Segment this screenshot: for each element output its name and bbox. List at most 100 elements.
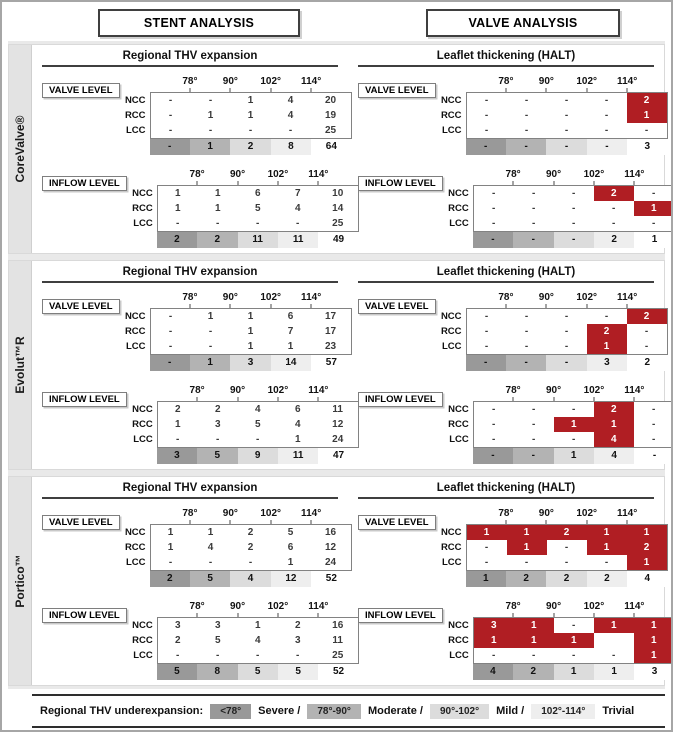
table-cell: 6 <box>294 404 301 415</box>
total-cell: 4 <box>593 448 635 464</box>
total-cell: 3 <box>634 664 671 680</box>
data-grid: -1 1 6 17- -1 7 17- -1 1 23 <box>149 308 352 355</box>
total-cell: 5 <box>277 664 319 680</box>
table-cell: 5 <box>254 419 261 430</box>
axis-tick-mark <box>270 304 272 308</box>
degree-header-row: 78° 90° 102° 114° <box>150 76 352 92</box>
total-cell: 9 <box>237 448 278 464</box>
table-cell: 1 <box>593 417 634 432</box>
degree-column-header: 78° <box>505 601 521 612</box>
total-cell: 2 <box>197 232 238 248</box>
table-cell: - <box>572 650 576 661</box>
legend-text-moderate: Moderate / <box>367 705 423 717</box>
axis-tick-mark <box>626 520 628 524</box>
table-cell: - <box>208 341 213 352</box>
degree-column-header: 114° <box>301 76 322 87</box>
degree-column-header: 90° <box>538 508 554 519</box>
table-title-expansion: Regional THV expansion <box>42 266 338 283</box>
table-cell: - <box>256 218 260 229</box>
table-cell: 5 <box>214 635 221 646</box>
table-cell: - <box>248 125 253 136</box>
table-cell: - <box>216 218 220 229</box>
table-cell: 1 <box>167 527 174 538</box>
legend-text-mild: Mild / <box>496 705 525 717</box>
table-cell: - <box>484 110 489 121</box>
degree-column-header: 114° <box>617 76 638 87</box>
table-cell: 1 <box>626 525 667 540</box>
cusp-row-label: LCC <box>126 125 146 136</box>
inflow-level-group: INFLOW LEVEL 78° 90° 102° 114° NCC RCC LCC 2 2 4… <box>42 385 359 464</box>
degree-header-row: 78° 90° 102° 114° <box>473 385 671 401</box>
degree-header-row: 78° 90° 102° 114° <box>150 292 352 308</box>
cusp-row-label: NCC <box>132 188 153 199</box>
total-cell: 2 <box>505 571 547 587</box>
device-section: Portico™ Regional THV expansion VALVE LE… <box>8 476 671 686</box>
table-cell: 19 <box>324 110 337 121</box>
table-cell: 1 <box>207 527 214 538</box>
total-cell: 11 <box>237 232 278 248</box>
degree-column-header: 90° <box>229 385 246 396</box>
axis-tick-mark <box>633 613 635 617</box>
total-cell: 2 <box>586 571 628 587</box>
valve-analysis-button[interactable]: VALVE ANALYSIS <box>426 9 620 37</box>
table-cell: 2 <box>174 635 181 646</box>
degree-header-row: 78° 90° 102° 114° <box>466 508 668 524</box>
valve-level-group: VALVE LEVEL 78° 90° 102° 114° NCC RCC LCC 1 1 2 5… <box>42 508 352 587</box>
cusp-row-label: NCC <box>124 311 146 322</box>
table-cell: - <box>492 419 496 430</box>
cusp-labels: NCC RCC LCC <box>443 185 473 232</box>
table-cell: - <box>612 218 616 229</box>
table-cell: 1 <box>593 618 634 633</box>
table-cell: 4 <box>287 95 294 106</box>
table-cell: 2 <box>174 404 181 415</box>
axis-tick-mark <box>270 88 272 92</box>
degree-header-row: 78° 90° 102° 114° <box>157 169 359 185</box>
cusp-row-label: RCC <box>132 203 153 214</box>
degree-header-row: 78° 90° 102° 114° <box>150 508 352 524</box>
table-cell: 1 <box>287 557 294 568</box>
cusp-row-label: RCC <box>132 635 153 646</box>
data-grid: 2 2 4 6 11 1 3 5 4 12- - -1 24 <box>156 401 359 448</box>
table-cell: 2 <box>626 93 667 108</box>
table-cell: 23 <box>324 341 337 352</box>
degree-column-header: 114° <box>624 385 645 396</box>
halt-inflow-table: 78° 90° 102° 114° NCC RCC LCC - - -2- - - - -1- - - - - … <box>443 169 671 248</box>
table-cell: 1 <box>633 618 671 633</box>
total-cell: 1 <box>593 664 635 680</box>
table-cell: - <box>524 110 529 121</box>
table-cell: 17 <box>324 311 337 322</box>
table-cell: - <box>564 326 569 337</box>
total-cell: 1 <box>189 355 231 371</box>
cusp-row-label: NCC <box>448 620 469 631</box>
table-cell: - <box>208 326 213 337</box>
underexpansion-legend: Regional THV underexpansion: <78° Severe… <box>32 694 665 728</box>
stent-analysis-button[interactable]: STENT ANALYSIS <box>98 9 300 37</box>
table-cell: 17 <box>324 326 337 337</box>
table-cell: 16 <box>324 527 337 538</box>
degree-column-header: 102° <box>260 292 282 303</box>
table-cell: - <box>652 434 656 445</box>
table-cell: 6 <box>287 311 294 322</box>
total-cell: - <box>546 355 587 371</box>
table-title-halt: Leaflet thickening (HALT) <box>358 266 654 283</box>
total-cell: 2 <box>149 571 190 587</box>
cusp-row-label: RCC <box>124 326 146 337</box>
table-cell: - <box>288 125 293 136</box>
data-grid: 1 1 2 5 16 1 4 2 6 12- - -1 24 <box>149 524 352 571</box>
table-cell: 2 <box>593 186 634 201</box>
table-cell: - <box>532 218 536 229</box>
halt-inflow-table: 78° 90° 102° 114° NCC RCC LCC 3 1-1 1 1 1 1 1- - - -1 4… <box>443 601 671 680</box>
table-cell: 5 <box>254 203 261 214</box>
cusp-row-label: LCC <box>449 218 469 229</box>
device-name: Portico™ <box>13 554 27 608</box>
axis-tick-mark <box>229 304 231 308</box>
table-cell: 1 <box>207 311 214 322</box>
axis-tick-mark <box>512 181 514 185</box>
expansion-valve-table: 78° 90° 102° 114° NCC RCC LCC -1 1 6 17- -1 7 17- -1 1… <box>120 292 352 371</box>
table-cell: 2 <box>626 309 667 324</box>
axis-tick-mark <box>196 181 198 185</box>
table-cell: - <box>492 188 496 199</box>
